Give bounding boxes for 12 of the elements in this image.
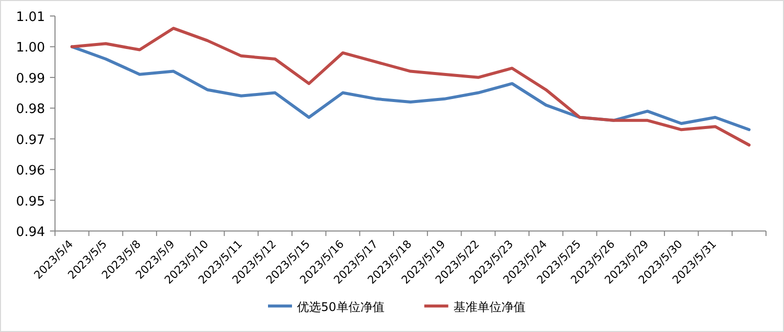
line-series [70,45,751,132]
y-tick-label: 0.96 [16,164,45,179]
legend-label: 基准单位净值 [453,300,526,314]
y-tick-label: 0.99 [16,71,45,86]
y-tick-label: 1.01 [16,10,45,25]
y-tick-label: 0.95 [16,194,45,210]
y-tick-label: 0.97 [16,132,45,148]
y-tick-label: 1.00 [16,40,45,56]
y-tick-label: 0.98 [16,102,45,118]
legend-label: 优选50单位净值 [297,300,384,314]
y-tick-label: 0.94 [16,225,45,240]
line-series [70,26,751,146]
